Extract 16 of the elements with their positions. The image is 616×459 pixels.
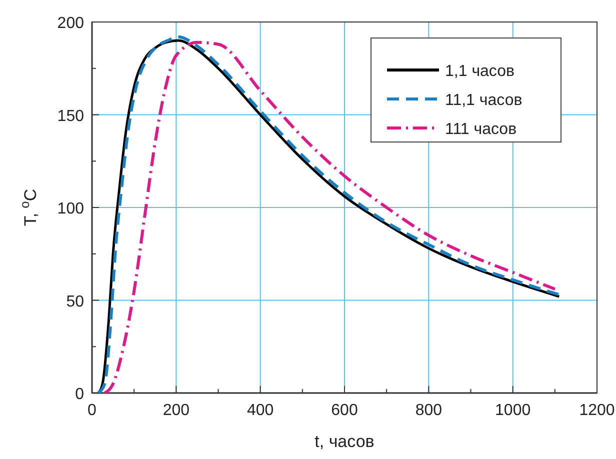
y-tick-label: 100: [57, 200, 84, 218]
legend-label: 1,1 часов: [445, 63, 514, 80]
legend-label: 111 часов: [445, 121, 517, 138]
x-axis-title: t, часов: [314, 432, 374, 451]
y-tick-label: 50: [66, 293, 84, 310]
x-tick-label: 1200: [579, 402, 615, 419]
y-tick-label: 150: [57, 108, 84, 125]
x-tick-label: 400: [246, 402, 274, 419]
y-tick-label: 200: [57, 15, 84, 32]
x-tick-label: 1000: [495, 402, 531, 419]
x-tick-label: 600: [331, 402, 358, 419]
x-tick-label: 200: [162, 402, 190, 419]
x-tick-label: 0: [88, 402, 97, 419]
y-tick-label: 0: [75, 386, 84, 403]
x-tick-label: 800: [415, 402, 442, 419]
legend-label: 11,1 часов: [445, 92, 522, 109]
